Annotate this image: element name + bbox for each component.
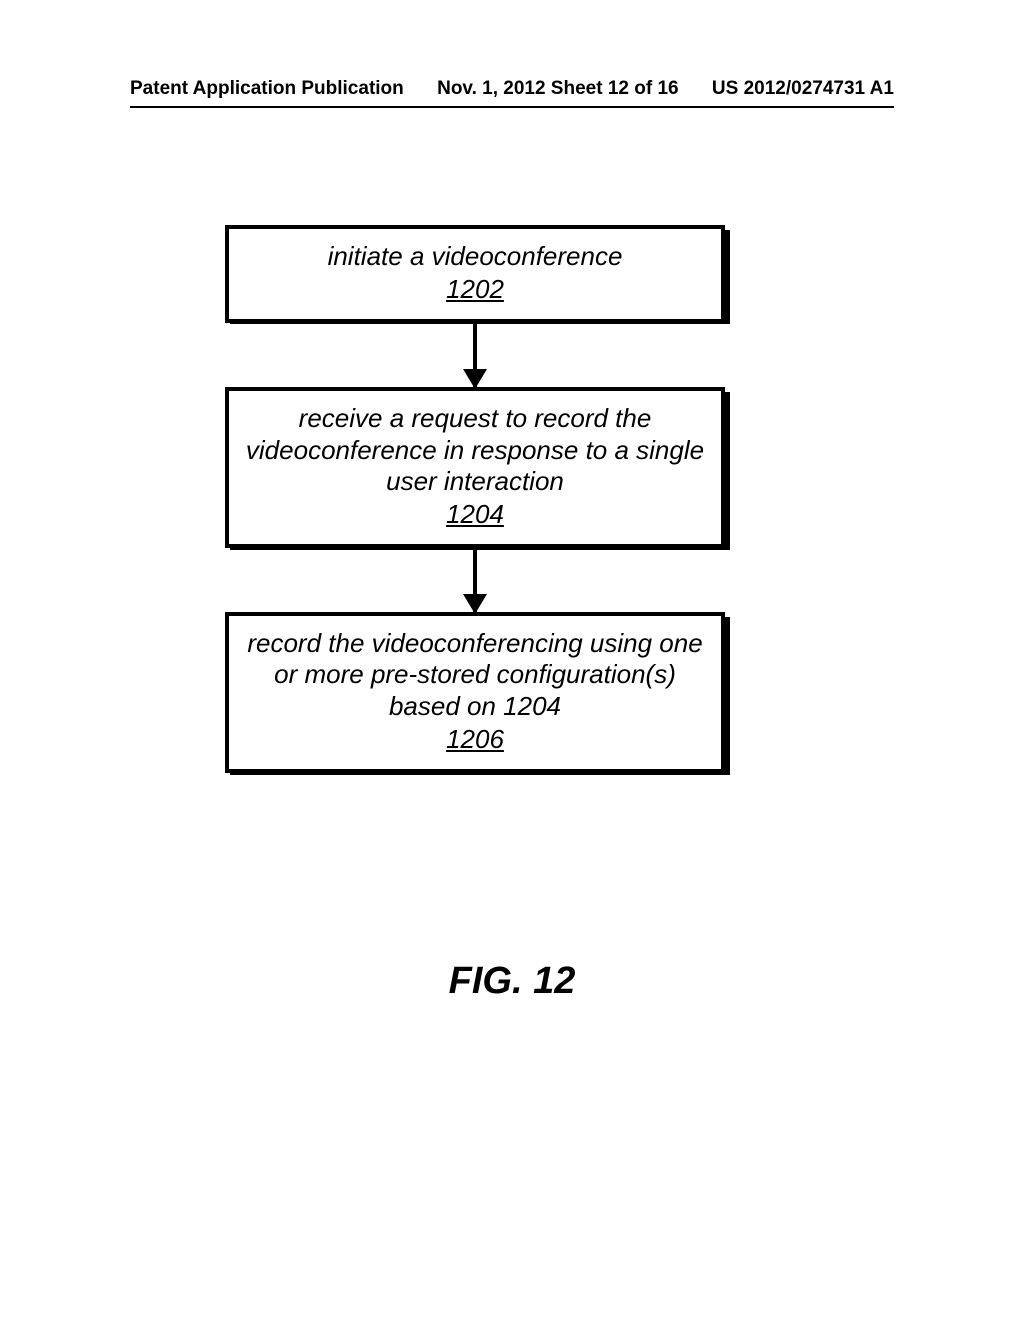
header-right: US 2012/0274731 A1: [712, 78, 894, 100]
page-header: Patent Application Publication Nov. 1, 2…: [0, 78, 1024, 100]
flow-box-text: initiate a videoconference: [328, 241, 623, 271]
flow-box-ref: 1202: [239, 274, 711, 305]
flow-node-1202: initiate a videoconference 1202: [225, 225, 725, 323]
flow-box-text: record the videoconferencing using one o…: [247, 628, 702, 720]
flow-node-1206: record the videoconferencing using one o…: [225, 612, 725, 773]
header-center: Nov. 1, 2012 Sheet 12 of 16: [437, 78, 679, 100]
flow-box: receive a request to record the videocon…: [225, 387, 725, 548]
flow-arrow: [473, 323, 477, 387]
flow-node-1204: receive a request to record the videocon…: [225, 387, 725, 548]
flow-arrow: [473, 548, 477, 612]
flow-box-ref: 1204: [239, 499, 711, 530]
flow-box-text: receive a request to record the videocon…: [246, 403, 704, 495]
header-left: Patent Application Publication: [130, 78, 404, 100]
flowchart: initiate a videoconference 1202 receive …: [225, 225, 725, 773]
flow-box: initiate a videoconference 1202: [225, 225, 725, 323]
figure-caption: FIG. 12: [0, 960, 1024, 1003]
flow-box-ref: 1206: [239, 724, 711, 755]
header-rule: [130, 106, 894, 108]
flow-box: record the videoconferencing using one o…: [225, 612, 725, 773]
